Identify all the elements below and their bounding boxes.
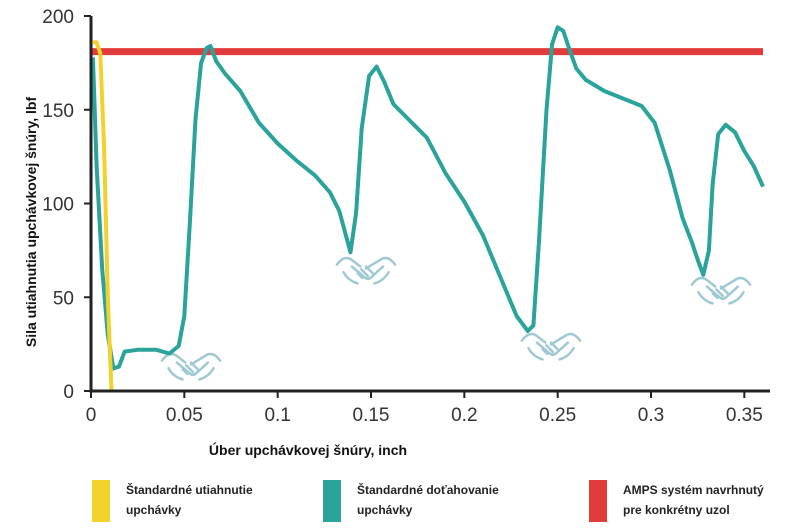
series-line-1 — [90, 25, 765, 371]
legend-item-1: Štandardné doťahovanie upchávky — [323, 480, 499, 522]
series-layer — [90, 25, 765, 392]
x-tick-label: 0.35 — [726, 405, 763, 426]
legend-label-line2: upchávky — [126, 503, 182, 517]
handshake-icon — [335, 256, 397, 285]
x-tick-label: 0.05 — [166, 405, 203, 426]
x-tick-label: 0.25 — [539, 405, 576, 426]
icons-layer — [160, 256, 752, 381]
y-tick-label: 150 — [42, 101, 74, 122]
legend-label-line2: pre konkrétny uzol — [623, 503, 730, 517]
legend-label-line1: AMPS systém navrhnutý — [623, 483, 764, 497]
legend-label-line1: Štandardné doťahovanie — [357, 483, 499, 497]
legend-item-0: Štandardné utiahnutie upchávky — [92, 480, 253, 522]
legend-label: Štandardné doťahovanie upchávky — [357, 480, 499, 520]
x-tick-label: 0.3 — [638, 405, 664, 426]
legend-label-line2: upchávky — [357, 503, 413, 517]
handshake-icon — [160, 352, 222, 381]
y-axis-title: Sila utiahnutia upchávkovej šnúry, lbf — [23, 97, 39, 348]
y-tick-label: 0 — [63, 382, 74, 403]
x-tick-label: 0.2 — [451, 405, 477, 426]
chart: 0 0.05 0.1 0.15 0.2 0.25 0.3 0.35 0 50 100 150 200 Ú… — [23, 7, 770, 458]
legend-label: Štandardné utiahnutie upchávky — [126, 480, 253, 520]
legend-label: AMPS systém navrhnutý pre konkrétny uzol — [623, 480, 764, 520]
legend-label-line1: Štandardné utiahnutie — [126, 483, 253, 497]
legend-item-2: AMPS systém navrhnutý pre konkrétny uzol — [589, 480, 764, 522]
handshake-icon — [690, 276, 752, 305]
x-tick-label: 0.1 — [264, 405, 290, 426]
handshake-icon — [520, 332, 582, 361]
legend-swatch-yellow — [92, 480, 110, 522]
y-tick-label: 200 — [42, 7, 74, 28]
legend-swatch-teal — [323, 480, 341, 522]
y-tick-label: 100 — [42, 195, 74, 216]
ticks-layer: 0 0.05 0.1 0.15 0.2 0.25 0.3 0.35 0 50 100 150 200 — [42, 7, 763, 426]
x-axis-title: Úber upchávkovej šnúry, inch — [209, 441, 407, 458]
x-tick-label: 0.15 — [353, 405, 390, 426]
legend-swatch-red — [589, 480, 607, 522]
y-tick-label: 50 — [53, 288, 74, 309]
x-tick-label: 0 — [86, 405, 97, 426]
series-line-2 — [92, 40, 114, 392]
